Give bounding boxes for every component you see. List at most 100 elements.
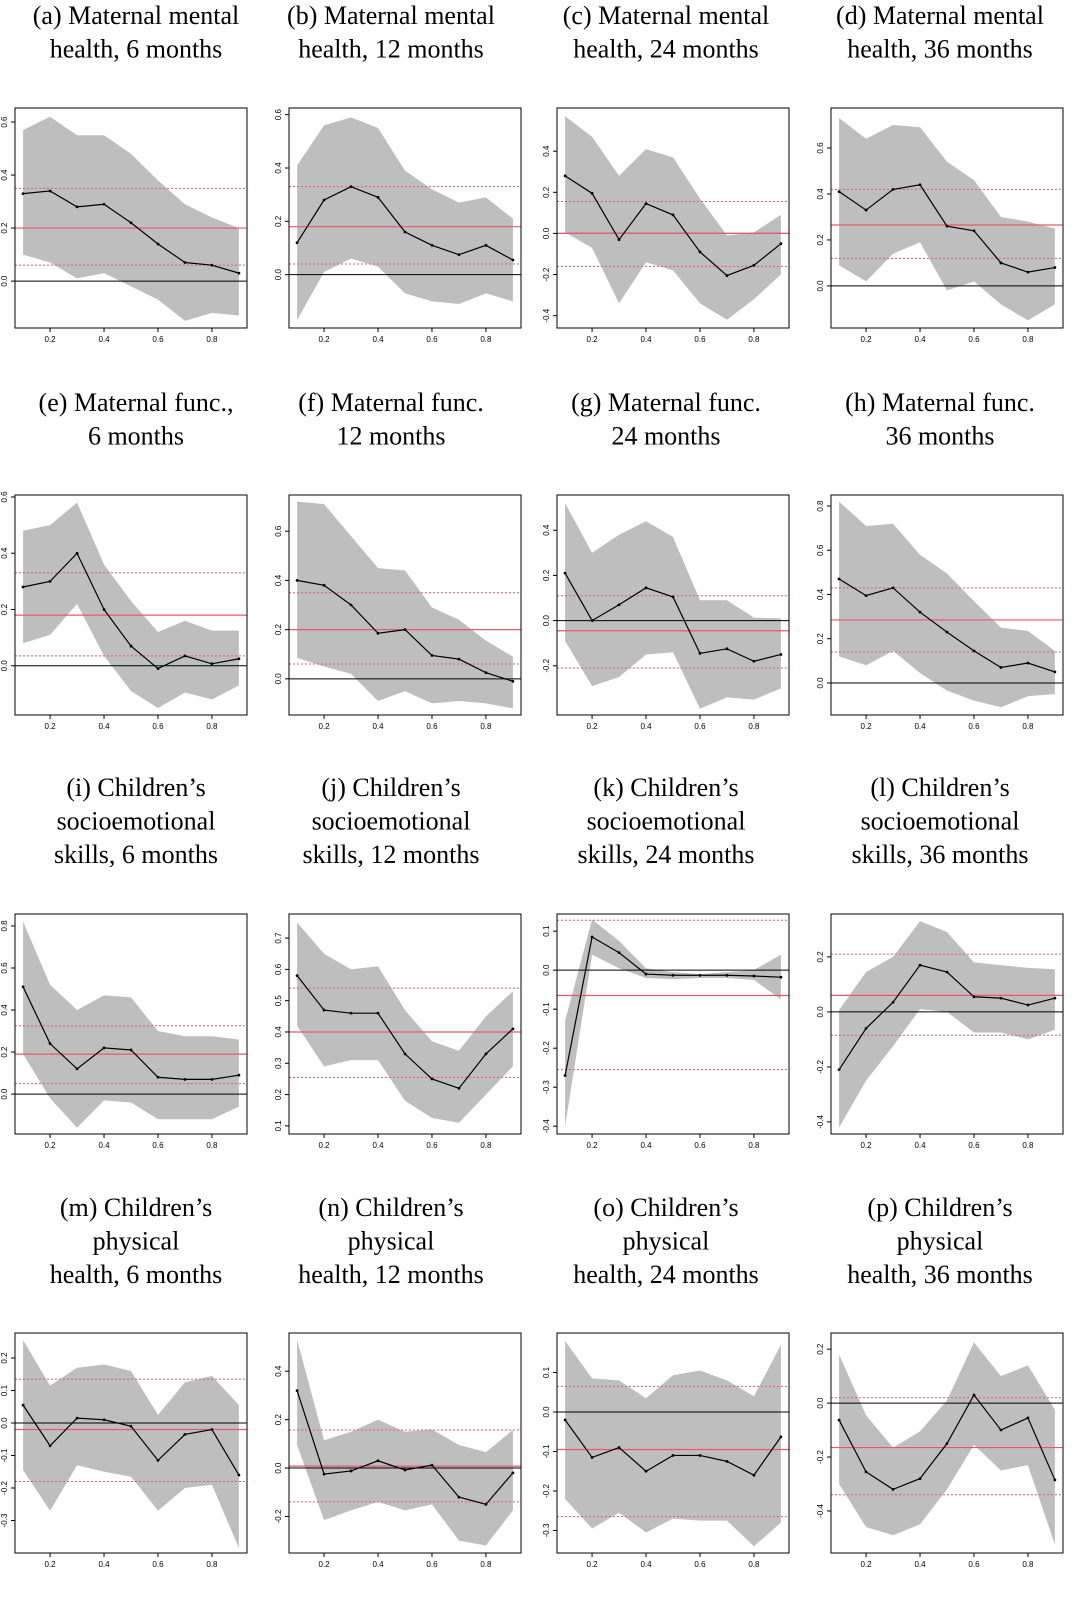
y-tick-label: 0.1: [542, 925, 551, 937]
estimate-point: [484, 671, 488, 675]
plot-frame: [288, 1332, 522, 1554]
y-tick-label: 0.0: [542, 964, 551, 976]
y-tick-label: -0.3: [542, 1080, 551, 1094]
x-tick-label: 0.2: [45, 1560, 57, 1569]
y-tick-label: 0.4: [816, 188, 825, 200]
estimate-point: [322, 583, 326, 587]
estimate-point: [210, 1077, 214, 1081]
plot-frame: [830, 494, 1064, 716]
panel-title: health, 12 months: [298, 34, 484, 63]
estimate-point: [1053, 996, 1057, 1000]
y-tick-label: 0.1: [274, 1120, 283, 1132]
x-tick-label: 0.4: [372, 335, 384, 344]
estimate-point: [511, 679, 515, 683]
x-tick-label: 0.2: [587, 722, 599, 731]
y-tick-label: -0.2: [816, 1450, 825, 1464]
x-tick-label: 0.2: [45, 1141, 57, 1150]
x-tick-label: 0.8: [206, 1560, 218, 1569]
estimate-point: [1026, 270, 1030, 274]
estimate-point: [349, 1011, 353, 1015]
y-tick-label: 0.0: [0, 1088, 9, 1100]
estimate-point: [752, 263, 756, 267]
panel-title: socioemotional: [861, 806, 1020, 835]
panel-title: (g) Maternal func.: [571, 388, 761, 417]
estimate-point: [725, 973, 729, 977]
x-tick-label: 0.4: [640, 1141, 652, 1150]
panel-title: (m) Children’s: [60, 1193, 212, 1222]
estimate-point: [322, 198, 326, 202]
estimate-point: [945, 630, 949, 634]
x-tick-label: 0.6: [968, 335, 980, 344]
estimate-point: [129, 644, 133, 648]
y-tick-label: -0.4: [542, 308, 551, 322]
estimate-point: [237, 657, 241, 661]
estimate-point: [237, 1073, 241, 1077]
y-tick-label: -0.2: [542, 658, 551, 672]
estimate-point: [752, 659, 756, 663]
x-tick-label: 0.8: [206, 335, 218, 344]
estimate-point: [376, 195, 380, 199]
estimate-point: [102, 1418, 106, 1422]
y-tick-label: 0.4: [274, 574, 283, 586]
y-tick-label: 0.2: [0, 1046, 9, 1058]
x-tick-label: 0.6: [426, 722, 438, 731]
estimate-point: [430, 1077, 434, 1081]
y-tick-label: 0.6: [816, 544, 825, 556]
estimate-point: [75, 551, 79, 555]
x-tick-label: 0.6: [968, 722, 980, 731]
estimate-point: [322, 1008, 326, 1012]
x-tick-label: 0.6: [694, 1560, 706, 1569]
x-tick-label: 0.4: [98, 1560, 110, 1569]
x-tick-label: 0.8: [1022, 1560, 1034, 1569]
y-tick-label: 0.4: [542, 145, 551, 157]
estimate-point: [999, 261, 1003, 265]
estimate-point: [1053, 1478, 1057, 1482]
x-tick-label: 0.8: [206, 722, 218, 731]
estimate-point: [430, 243, 434, 247]
estimate-point: [725, 274, 729, 277]
y-tick-label: 0.4: [274, 1365, 283, 1377]
panel-title: (d) Maternal mental: [836, 1, 1044, 30]
estimate-point: [129, 1048, 133, 1052]
estimate-point: [563, 1418, 567, 1422]
x-tick-label: 0.6: [694, 722, 706, 731]
confidence-band: [23, 921, 239, 1128]
panel-title: (a) Maternal mental: [33, 1, 239, 30]
x-tick-label: 0.4: [640, 1560, 652, 1569]
estimate-point: [837, 1418, 841, 1422]
y-tick-label: 0.4: [542, 524, 551, 536]
y-tick-label: 0.0: [0, 660, 9, 672]
estimate-point: [102, 1046, 106, 1050]
estimate-point: [430, 1463, 434, 1467]
estimate-point: [999, 996, 1003, 1000]
y-tick-label: 0.6: [816, 142, 825, 154]
estimate-point: [864, 208, 868, 212]
estimate-point: [484, 1502, 488, 1506]
estimate-point: [752, 1473, 756, 1477]
panel-title: health, 24 months: [573, 34, 759, 63]
x-tick-label: 0.8: [748, 1141, 760, 1150]
estimate-point: [457, 1086, 461, 1090]
estimate-point: [837, 1068, 841, 1072]
x-tick-label: 0.2: [319, 335, 331, 344]
estimate-point: [102, 202, 106, 206]
y-tick-label: 0.2: [0, 222, 9, 234]
x-tick-label: 0.2: [319, 1141, 331, 1150]
x-tick-label: 0.2: [319, 1560, 331, 1569]
estimate-point: [457, 253, 461, 257]
estimate-point: [864, 1470, 868, 1474]
estimate-point: [75, 205, 79, 209]
estimate-point: [295, 1389, 299, 1393]
x-tick-label: 0.2: [587, 335, 599, 344]
plot-frame: [14, 494, 248, 716]
x-tick-label: 0.6: [426, 335, 438, 344]
y-tick-label: -0.4: [542, 1119, 551, 1133]
estimate-point: [891, 187, 895, 191]
estimate-point: [563, 174, 567, 178]
estimate-point: [403, 1052, 407, 1056]
estimate-point: [1026, 1003, 1030, 1007]
estimate-point: [563, 1074, 567, 1077]
estimate-point: [590, 191, 594, 195]
